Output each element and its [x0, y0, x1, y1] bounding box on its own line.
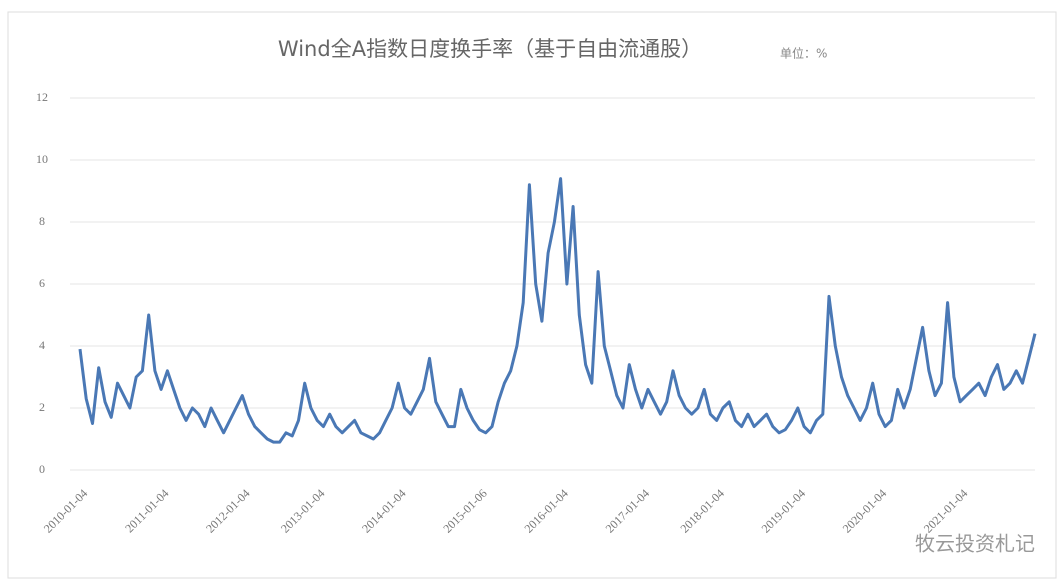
data-line	[78, 177, 1037, 444]
y-tick-label: 12	[36, 90, 48, 104]
y-tick-label: 4	[39, 338, 45, 352]
y-tick-label: 10	[36, 152, 48, 166]
watermark: 牧云投资札记	[915, 532, 1035, 556]
y-tick-label: 8	[39, 214, 45, 228]
y-tick-label: 0	[39, 462, 45, 476]
y-tick-label: 2	[39, 400, 45, 414]
unit-label: 单位：%	[780, 46, 827, 61]
y-tick-label: 6	[39, 276, 45, 290]
chart-frame	[7, 11, 1057, 579]
chart-title: Wind全A指数日度换手率（基于自由流通股）	[278, 37, 702, 61]
